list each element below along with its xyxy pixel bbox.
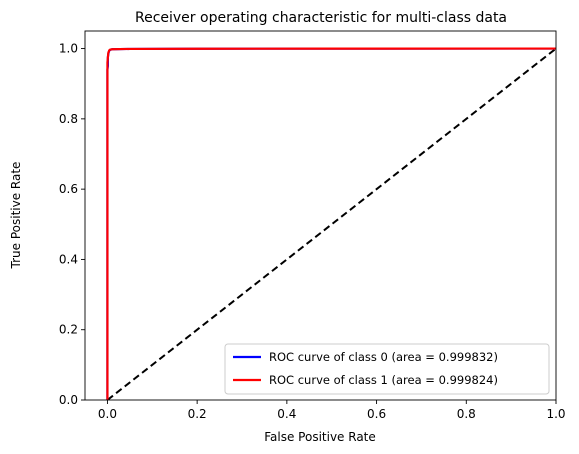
- y-tick-label: 0.8: [59, 112, 78, 126]
- legend-label-class-1: ROC curve of class 1 (area = 0.999824): [269, 373, 498, 387]
- x-axis-ticks: 0.0 0.2 0.4 0.6 0.8 1.0: [98, 400, 566, 421]
- x-tick-label: 0.8: [457, 407, 476, 421]
- chance-diagonal-line: [106, 47, 556, 400]
- plot-frame: [84, 30, 557, 401]
- legend: ROC curve of class 0 (area = 0.999832) R…: [224, 343, 550, 395]
- x-tick-label: 0.4: [277, 407, 296, 421]
- y-tick-label: 0.4: [59, 252, 78, 266]
- chart-title: Receiver operating characteristic for mu…: [135, 10, 507, 26]
- x-tick-label: 0.2: [188, 407, 207, 421]
- x-tick-label: 0.6: [367, 407, 386, 421]
- x-axis-title: False Positive Rate: [264, 430, 376, 444]
- y-axis-title: True Positive Rate: [9, 162, 23, 270]
- roc-line-class-1: [106, 47, 556, 400]
- y-tick-label: 0.6: [59, 182, 78, 196]
- y-tick-label: 0.2: [59, 323, 78, 337]
- y-tick-label: 1.0: [59, 42, 78, 56]
- y-tick-label: 0.0: [59, 393, 78, 407]
- legend-box: [224, 343, 550, 395]
- x-tick-label: 1.0: [546, 407, 565, 421]
- legend-label-class-0: ROC curve of class 0 (area = 0.999832): [269, 350, 498, 364]
- x-tick-label: 0.0: [98, 407, 117, 421]
- y-axis-ticks: 0.0 0.2 0.4 0.6 0.8 1.0: [59, 42, 85, 407]
- plot-area: [84, 30, 557, 401]
